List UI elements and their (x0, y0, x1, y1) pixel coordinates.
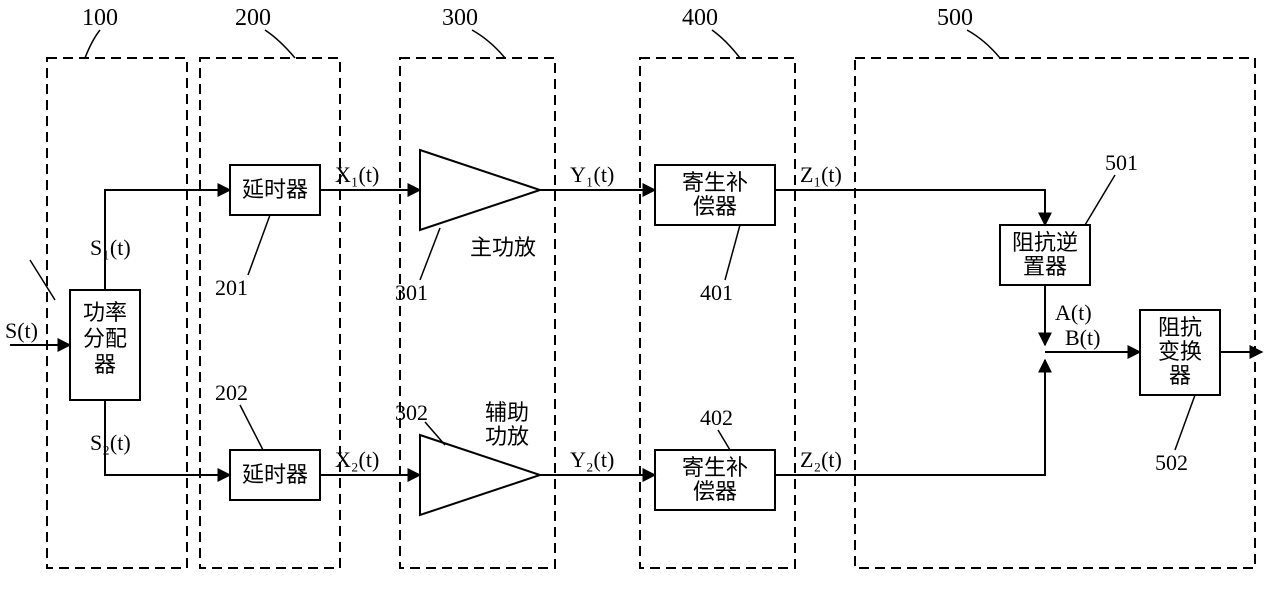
svg-text:延时器: 延时器 (242, 462, 308, 487)
svg-text:501: 501 (1105, 150, 1138, 175)
ref-301: 301 (395, 228, 440, 305)
svg-text:延时器: 延时器 (242, 177, 308, 202)
signal-S: S(t) (5, 318, 38, 343)
signal-Y2: Y₂(t) (570, 447, 614, 472)
svg-text:寄生补: 寄生补 (682, 170, 748, 195)
ref-502: 502 (1155, 395, 1195, 475)
stage-label-200: 200 (235, 5, 271, 31)
power-splitter-block: 功率 分配 器 (70, 290, 140, 400)
stage-label-100: 100 (82, 5, 118, 31)
signal-S2: S₂(t) (90, 430, 131, 455)
wire-Y2: Y₂(t) (540, 447, 655, 475)
svg-text:器: 器 (94, 352, 116, 377)
svg-text:402: 402 (700, 405, 733, 430)
signal-B: B(t) (1065, 325, 1100, 350)
ref-501: 501 (1085, 150, 1138, 225)
svg-text:功率: 功率 (83, 300, 127, 325)
wire-S2: S₂(t) (90, 400, 230, 475)
comp2-block: 寄生补 偿器 (655, 450, 775, 510)
wire-X2: X₂(t) (320, 447, 420, 475)
aux-amp-label-line1: 辅助 (485, 400, 529, 425)
svg-text:401: 401 (700, 280, 733, 305)
impedance-inverter-block: 阻抗逆 置器 (1000, 225, 1090, 285)
aux-amp: 辅助 功放 (420, 400, 540, 515)
signal-Y1: Y₁(t) (570, 162, 614, 187)
signal-Z1: Z₁(t) (800, 162, 842, 187)
stage-100: 100 (47, 5, 187, 568)
svg-text:变换: 变换 (1158, 339, 1202, 364)
signal-X1: X₁(t) (335, 162, 379, 187)
svg-text:器: 器 (1169, 363, 1191, 388)
main-amp: 主功放 (420, 150, 540, 260)
stage-500: 500 (855, 5, 1255, 568)
aux-amp-label-line2: 功放 (485, 424, 529, 449)
wire-X1: X₁(t) (320, 162, 420, 190)
stage-label-500: 500 (937, 5, 973, 31)
wire-Z1: Z₁(t) (775, 162, 1045, 225)
svg-text:302: 302 (395, 400, 428, 425)
wire-B: B(t) (1045, 325, 1140, 352)
ref-401: 401 (700, 225, 740, 305)
main-amp-label: 主功放 (470, 235, 536, 260)
signal-Z2: Z₂(t) (800, 447, 842, 472)
svg-text:偿器: 偿器 (693, 194, 737, 219)
impedance-transformer-block: 阻抗 变换 器 (1140, 310, 1220, 395)
svg-text:502: 502 (1155, 450, 1188, 475)
signal-S1: S₁(t) (90, 235, 131, 260)
wire-Z2: Z₂(t) (775, 360, 1045, 475)
wire-S1: S₁(t) (90, 190, 230, 290)
svg-text:301: 301 (395, 280, 428, 305)
wire-Y1: Y₁(t) (540, 162, 655, 190)
svg-text:阻抗逆: 阻抗逆 (1012, 230, 1078, 255)
delay1-block: 延时器 (230, 165, 320, 215)
svg-text:阻抗: 阻抗 (1158, 315, 1202, 340)
svg-text:201: 201 (215, 275, 248, 300)
ref-402: 402 (700, 405, 733, 450)
svg-text:202: 202 (215, 380, 248, 405)
delay2-block: 延时器 (230, 450, 320, 500)
svg-text:偿器: 偿器 (693, 479, 737, 504)
ref-202: 202 (215, 380, 263, 450)
wire-S-in: S(t) (5, 260, 70, 345)
ref-201: 201 (215, 215, 270, 300)
svg-text:分配: 分配 (83, 326, 127, 351)
svg-text:置器: 置器 (1023, 254, 1067, 279)
signal-A: A(t) (1055, 300, 1092, 325)
comp1-block: 寄生补 偿器 (655, 165, 775, 225)
svg-text:寄生补: 寄生补 (682, 455, 748, 480)
stage-label-400: 400 (682, 5, 718, 31)
signal-X2: X₂(t) (335, 447, 379, 472)
stage-label-300: 300 (442, 5, 478, 31)
